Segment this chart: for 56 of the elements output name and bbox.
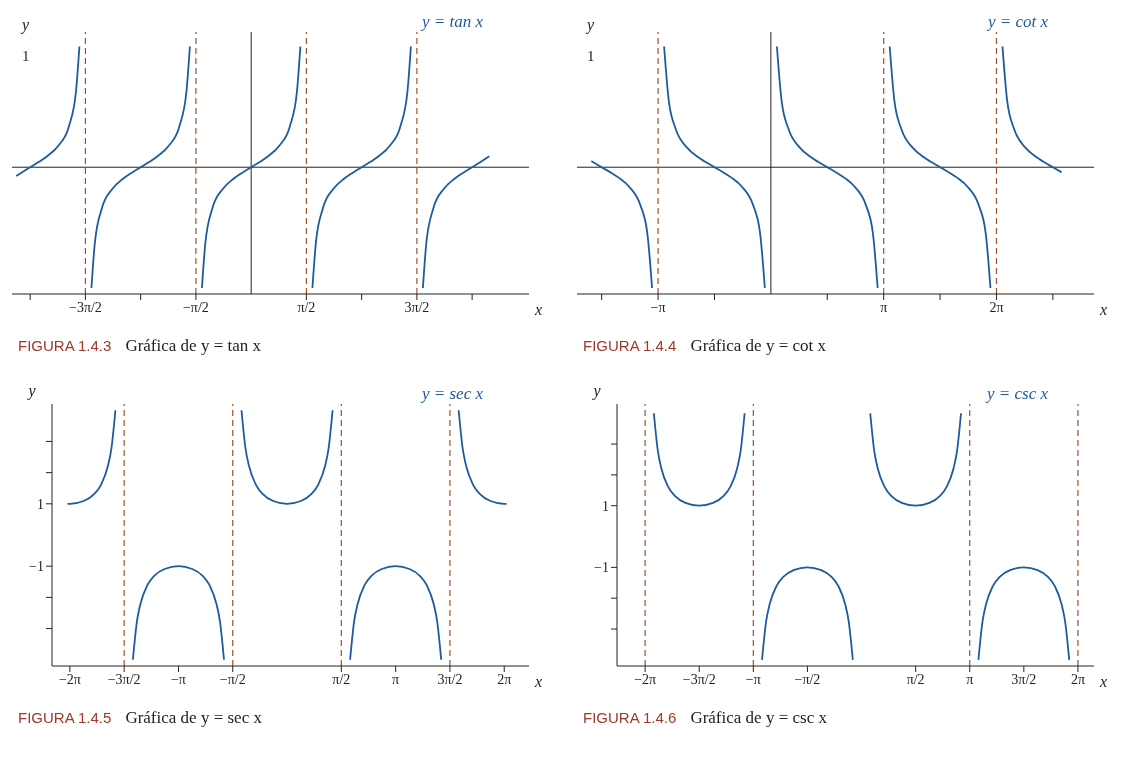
text: y = sec x [421,384,483,404]
y-axis-title: y [587,16,595,34]
annotation: 1 [22,48,30,65]
line-series [761,566,854,661]
y-axis-title: y [591,382,602,400]
y-axis-title: y [22,16,30,34]
x-axis-title: x [1099,672,1108,690]
line-series [66,409,117,505]
x-tick-label: π [966,671,974,687]
x-tick-label: 2π [497,671,512,687]
x-tick-label: −π [650,299,666,315]
line-series [977,566,1071,661]
x-tick-label: −3π/2 [68,299,102,315]
line-series [869,412,962,507]
x-axis-title: x [534,300,543,318]
text: y = cot x [987,12,1048,32]
text: Gráfica de y = cot x [690,336,826,355]
line-series [457,409,508,505]
text: FIGURA 1.4.6 [583,709,677,726]
x-tick-label: −3π/2 [682,671,716,687]
x-tick-label: −π/2 [794,671,821,687]
text: y = csc x [986,384,1048,404]
x-tick-label: −π/2 [219,671,246,687]
x-tick-label: π [392,671,400,687]
text: Gráfica de y = tan x [125,336,261,355]
x-tick-label: −2π [58,671,81,687]
line-series [349,565,443,661]
line-series [131,565,225,661]
y-axis-title: y [26,382,37,400]
text: y = tan x [421,12,483,32]
x-tick-label: π/2 [297,299,316,315]
x-tick-label: π [880,299,888,315]
x-tick-label: −π [170,671,186,687]
x-tick-label: π/2 [906,671,925,687]
y-tick-label: −1 [594,560,609,576]
text: Gráfica de y = csc x [690,708,827,727]
text: FIGURA 1.4.4 [583,337,677,354]
x-tick-label: 2π [1070,671,1085,687]
text: FIGURA 1.4.3 [18,337,112,354]
annotation: 1 [587,48,595,65]
x-tick-label: 3π/2 [437,671,463,687]
line-series [652,412,746,507]
x-tick-label: 3π/2 [1011,671,1037,687]
text: Gráfica de y = sec x [125,708,262,727]
text: FIGURA 1.4.5 [18,709,112,726]
x-tick-label: 3π/2 [404,299,430,315]
x-tick-label: −π [745,671,761,687]
x-tick-label: −3π/2 [107,671,141,687]
x-axis-title: x [534,672,543,690]
x-tick-label: −2π [634,671,657,687]
x-tick-label: 2π [989,299,1004,315]
line-series [240,409,334,505]
x-axis-title: x [1099,300,1108,318]
x-tick-label: −π/2 [182,299,209,315]
x-tick-label: π/2 [332,671,351,687]
y-tick-label: −1 [29,559,44,575]
